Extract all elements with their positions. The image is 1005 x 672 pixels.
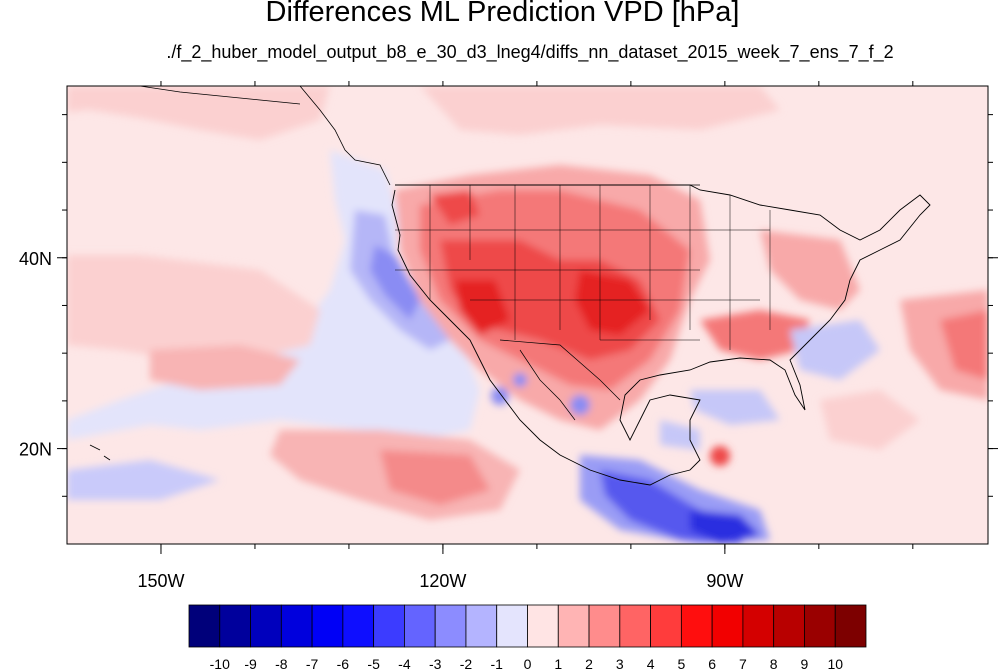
x-tick-label: 150W [137,571,184,591]
colorbar-swatch [496,604,528,648]
colorbar-swatch [373,604,405,648]
colorbar-swatch [465,604,498,648]
colorbar-swatch [527,604,559,648]
colorbar-label: 5 [677,656,685,672]
colorbar-swatch [250,604,282,648]
colorbar-label: -4 [398,656,411,672]
colorbar-label: 0 [524,656,532,672]
colorbar-label: -1 [491,656,504,672]
y-tick-label: 40N [19,249,52,269]
colorbar-swatch [311,604,344,648]
x-axis-ticks: 150W 120W 90W [137,81,914,591]
colorbar-label: -10 [210,656,230,672]
colorbar-label: -6 [337,656,350,672]
y-axis-ticks: 40N 20N [19,114,998,497]
colorbar-swatch [188,604,221,648]
colorbar-label: 4 [647,656,655,672]
colorbar-label: 3 [616,656,624,672]
colorbar-swatch [773,604,805,648]
colorbar-swatch [342,604,375,648]
y-tick-label: 20N [19,440,52,460]
colorbar-label: -8 [275,656,288,672]
colorbar-label: 8 [770,656,778,672]
colorbar-label: -9 [244,656,257,672]
colorbar-label: 10 [827,656,843,672]
colorbar-label: -2 [460,656,473,672]
map-field [67,86,988,544]
colorbar-swatch [588,604,621,648]
colorbar-label: 1 [554,656,562,672]
coastlines [89,86,931,486]
map-subtitle: ./f_2_huber_model_output_b8_e_30_d3_lneg… [166,42,894,62]
colorbar-label: -5 [367,656,380,672]
colorbar-swatch [557,604,590,648]
colorbar-label: 2 [585,656,593,672]
colorbar-label: -7 [306,656,319,672]
x-tick-label: 120W [419,571,466,591]
state-borders [395,185,771,350]
colorbar-label: 6 [708,656,716,672]
colorbar-labels: -10 -9 -8 -7 -6 -5 -4 -3 -2 -1 0 1 2 3 4 5 6 7 8 9 10 [210,656,844,672]
map-frame [66,85,989,545]
colorbar-label: -3 [429,656,442,672]
colorbar-swatch [804,604,836,648]
colorbar-swatch [680,604,713,648]
colorbar-label: 9 [801,656,809,672]
colorbar-swatch [711,604,744,648]
x-tick-label: 90W [706,571,743,591]
colorbar-swatch [742,604,775,648]
colorbar-swatch [280,604,313,648]
colorbar-swatch [650,604,682,648]
colorbar-swatch [834,604,867,648]
colorbar [188,604,867,648]
colorbar-label: 7 [739,656,747,672]
colorbar-swatch [404,604,436,648]
map-title: Differences ML Prediction VPD [hPa] [265,0,740,28]
colorbar-swatch [434,604,467,648]
colorbar-swatch [219,604,251,648]
colorbar-swatch [619,604,651,648]
